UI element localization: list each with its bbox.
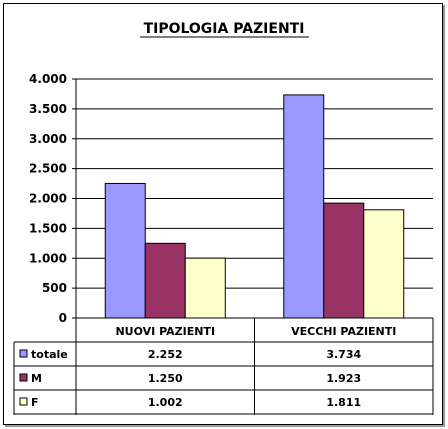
data-label: 2.252 bbox=[148, 348, 183, 361]
data-table: NUOVI PAZIENTI VECCHI PAZIENTI totale 2.252… bbox=[13, 317, 434, 415]
legend-swatch-totale bbox=[19, 349, 28, 358]
y-tick-label: 3.500 bbox=[29, 102, 67, 116]
bar-f-1 bbox=[184, 257, 226, 319]
bar-totale-2 bbox=[283, 94, 325, 319]
data-label: 1.250 bbox=[148, 372, 183, 385]
y-tick-label: 3.000 bbox=[29, 132, 67, 146]
data-label: 1.923 bbox=[326, 372, 361, 385]
y-tick-label: 2.500 bbox=[29, 162, 67, 176]
y-tick-label: 2.000 bbox=[29, 192, 67, 206]
legend-label: totale bbox=[31, 348, 68, 361]
bar-m-1 bbox=[144, 242, 186, 319]
legend-swatch-f bbox=[19, 397, 28, 406]
bar-m-2 bbox=[323, 202, 365, 319]
bar-totale-1 bbox=[104, 182, 146, 319]
y-tick-label: 4.000 bbox=[29, 72, 67, 86]
data-label: 3.734 bbox=[326, 348, 361, 361]
data-label: 1.811 bbox=[326, 396, 361, 409]
data-label: 1.002 bbox=[148, 396, 183, 409]
chart-title: TIPOLOGIA PAZIENTI bbox=[144, 21, 305, 37]
bars bbox=[104, 94, 405, 319]
legend-label: M bbox=[31, 372, 42, 385]
y-axis-ticks: 0 500 1.000 1.500 2.000 2.500 3.000 3.500 4.000 bbox=[29, 72, 76, 325]
category-label: NUOVI PAZIENTI bbox=[115, 325, 215, 338]
legend-label: F bbox=[31, 396, 39, 409]
bar-f-2 bbox=[363, 209, 405, 319]
y-tick-label: 0 bbox=[59, 311, 67, 325]
y-tick-label: 1.000 bbox=[29, 251, 67, 265]
category-label: VECCHI PAZIENTI bbox=[291, 325, 396, 338]
legend-swatch-m bbox=[19, 373, 28, 382]
y-tick-label: 500 bbox=[42, 281, 67, 295]
y-tick-label: 1.500 bbox=[29, 221, 67, 235]
